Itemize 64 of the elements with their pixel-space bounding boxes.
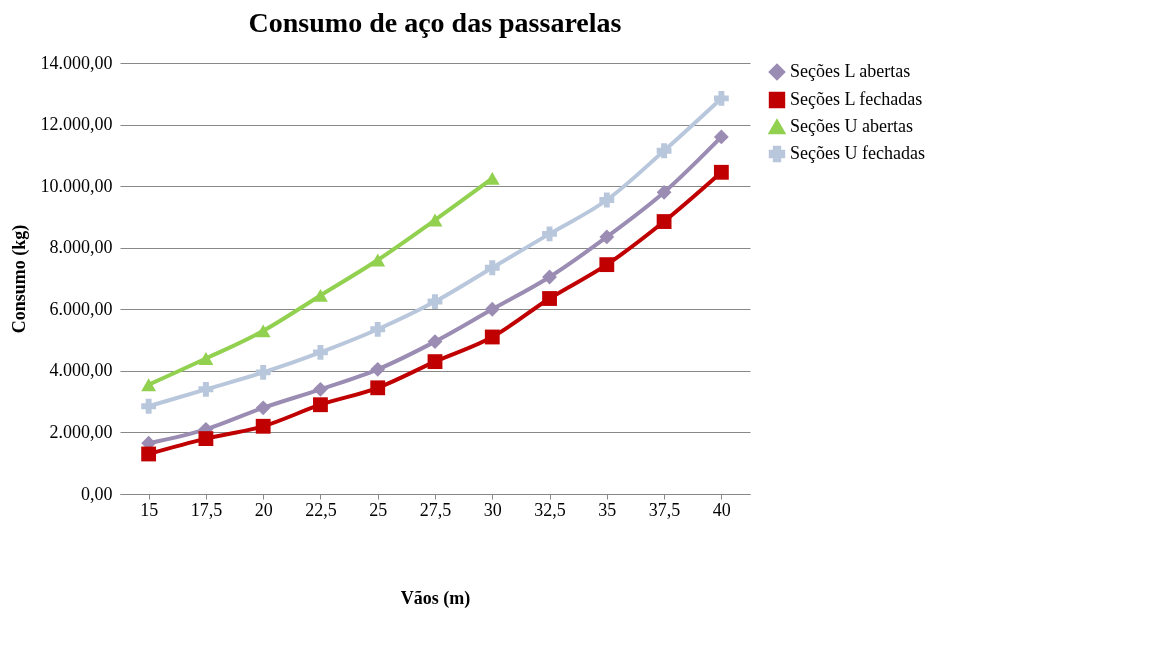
point <box>255 418 271 434</box>
x-tick-label: 32,5 <box>534 499 566 520</box>
legend-label: Seções L abertas <box>790 61 911 81</box>
point <box>427 354 443 370</box>
point <box>255 324 271 338</box>
x-axis-title: Vãos (m) <box>400 587 471 609</box>
x-tick-label: 30 <box>483 499 502 520</box>
y-tick-label: 2.000,00 <box>49 421 113 442</box>
point <box>599 257 615 273</box>
point <box>542 269 557 285</box>
chart-title: Consumo de aço das passarelas <box>248 7 622 38</box>
point <box>713 90 729 106</box>
y-tick-label: 4.000,00 <box>49 360 113 381</box>
point <box>370 361 386 377</box>
point <box>713 129 729 145</box>
x-tick-label: 37,5 <box>648 499 681 520</box>
y-axis-title: Consumo (kg) <box>8 224 30 334</box>
point <box>484 329 500 345</box>
x-tick-label: 40 <box>712 499 731 520</box>
y-tick-label: 0,00 <box>81 483 113 504</box>
point <box>656 143 672 159</box>
point <box>427 294 443 310</box>
point <box>255 364 271 380</box>
point <box>313 397 328 413</box>
point <box>484 301 500 317</box>
point <box>198 381 214 397</box>
point <box>370 253 386 267</box>
point <box>713 164 729 180</box>
point <box>542 226 557 242</box>
y-tick-label: 10.000,00 <box>40 175 113 196</box>
x-tick-label: 20 <box>254 499 273 520</box>
y-tick-label: 12.000,00 <box>40 114 113 135</box>
point <box>198 352 214 365</box>
x-tick-label: 25 <box>369 499 388 520</box>
point <box>427 213 443 227</box>
point <box>198 431 214 446</box>
point <box>255 400 271 416</box>
point <box>313 289 328 302</box>
point <box>542 291 557 306</box>
point <box>313 381 328 397</box>
point <box>656 214 672 229</box>
x-tick-label: 15 <box>140 499 159 520</box>
x-tick-label: 35 <box>598 499 617 520</box>
point <box>313 344 328 360</box>
point <box>141 398 157 414</box>
x-tick-label: 27,5 <box>419 499 452 520</box>
y-tick-label: 6.000,00 <box>49 298 113 319</box>
x-tick-label: 22,5 <box>305 499 337 520</box>
y-tick-label: 8.000,00 <box>49 237 113 258</box>
point <box>599 229 615 245</box>
point <box>599 192 615 208</box>
point <box>427 334 443 350</box>
point <box>370 380 386 396</box>
legend-label: Seções U abertas <box>790 116 913 136</box>
point <box>484 172 500 185</box>
legend-label: Seções U fechadas <box>790 143 925 163</box>
legend-label: Seções L fechadas <box>790 89 923 109</box>
point <box>370 321 386 337</box>
point <box>656 184 672 200</box>
point <box>141 378 157 392</box>
x-tick-label: 17,5 <box>190 499 223 520</box>
point <box>141 446 157 462</box>
y-tick-label: 14.000,00 <box>40 52 113 73</box>
point <box>484 260 500 276</box>
